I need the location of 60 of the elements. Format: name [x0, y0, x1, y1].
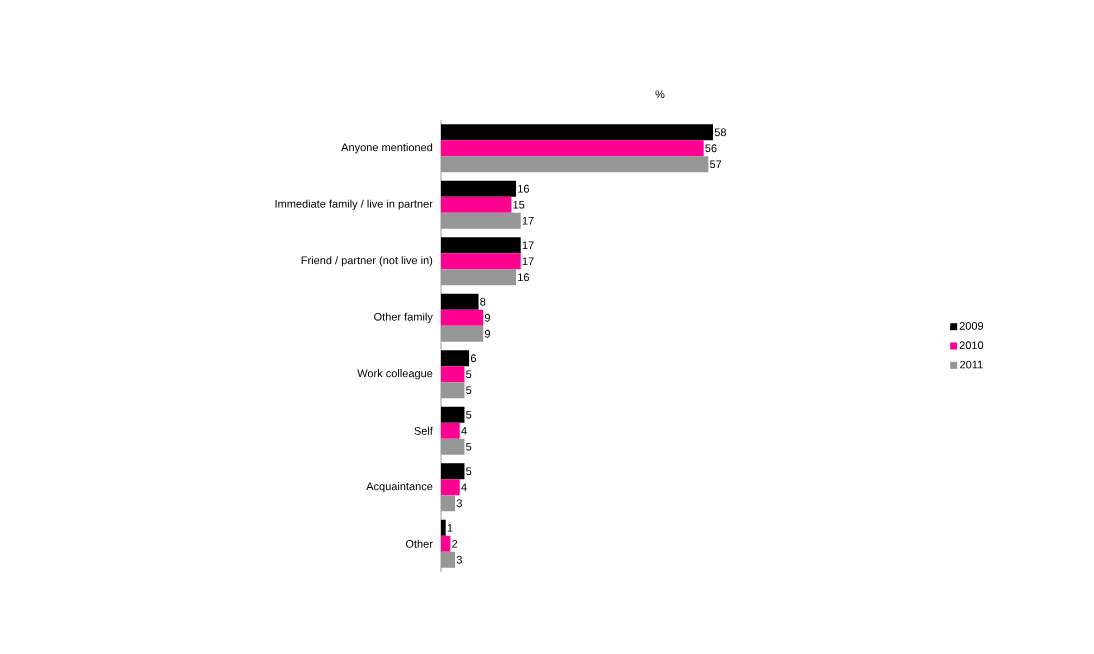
data-label: 17	[522, 216, 534, 225]
data-label: 3	[456, 555, 462, 564]
bar	[441, 212, 521, 229]
bar	[441, 156, 709, 173]
y-tick-label: Acquaintance	[366, 482, 433, 493]
bar	[441, 495, 456, 512]
data-label: 58	[714, 128, 726, 137]
data-label: 57	[709, 160, 722, 169]
bar	[441, 519, 446, 536]
data-label: 5	[466, 386, 472, 395]
legend-label: 2010	[959, 341, 984, 350]
data-label: 17	[522, 241, 534, 250]
bar	[441, 325, 484, 342]
data-label: 8	[480, 297, 486, 306]
bar	[441, 463, 465, 480]
bar	[441, 269, 517, 286]
bar	[441, 124, 714, 141]
bar	[441, 350, 470, 367]
data-label: 4	[461, 483, 467, 492]
data-label: 9	[484, 329, 491, 338]
data-label: 4	[461, 426, 467, 435]
data-label: 17	[522, 257, 534, 266]
bar	[441, 438, 465, 455]
data-label: 5	[466, 370, 472, 379]
bar	[441, 479, 460, 496]
bar	[441, 551, 456, 568]
bar	[441, 422, 460, 439]
bar	[441, 366, 465, 383]
data-label: 5	[466, 467, 472, 476]
legend-label: 2009	[959, 322, 984, 330]
bar	[441, 196, 512, 213]
bar	[441, 140, 704, 157]
y-tick-label: Other family	[374, 312, 433, 323]
bar	[441, 180, 517, 197]
y-tick-label: Self	[414, 426, 433, 435]
data-label: 9	[484, 313, 491, 322]
legend-label: 2011	[960, 360, 983, 369]
bar	[441, 253, 521, 270]
data-label: 16	[518, 184, 529, 193]
bar	[441, 293, 479, 310]
y-tick-label: Other	[405, 539, 433, 548]
data-label: 16	[518, 273, 529, 282]
y-tick-label: Immediate family / live in partner	[275, 199, 433, 210]
y-tick-label: Anyone mentioned	[341, 143, 433, 154]
data-label: 6	[470, 354, 476, 363]
data-label: 5	[466, 410, 472, 419]
data-label: 56	[705, 144, 717, 153]
data-label: 15	[513, 200, 525, 209]
bar	[441, 309, 484, 326]
bar	[441, 535, 451, 552]
x-axis-title: %	[655, 90, 665, 99]
bar	[441, 382, 465, 399]
data-label: 2	[452, 539, 458, 548]
y-tick-label: Friend / partner (not live in)	[301, 256, 433, 267]
bar	[441, 237, 521, 254]
y-tick-label: Work colleague	[357, 369, 433, 380]
data-label: 5	[466, 442, 472, 451]
data-label: 1	[447, 523, 453, 532]
bar	[441, 406, 465, 423]
data-label: 3	[456, 499, 462, 508]
